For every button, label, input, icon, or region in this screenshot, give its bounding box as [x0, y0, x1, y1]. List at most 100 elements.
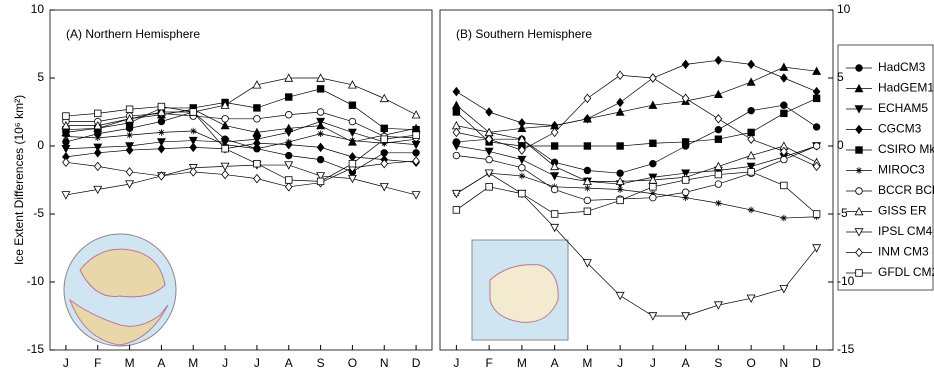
x-tick-label: D [412, 356, 421, 370]
y-tick-label: 10 [837, 2, 851, 16]
legend-label: HadGEM1 [878, 81, 934, 95]
y-tick-label: -10 [27, 274, 45, 288]
x-tick-label: A [157, 356, 165, 370]
point [222, 145, 229, 152]
x-tick-label: J [63, 356, 69, 370]
legend-label: INM CM3 [878, 245, 929, 259]
point [781, 110, 788, 117]
point [519, 164, 526, 171]
x-tick-label: A [551, 356, 559, 370]
point [486, 184, 493, 191]
antarctic-map [472, 240, 568, 340]
point [551, 211, 558, 218]
point [453, 152, 460, 159]
arctic-map [64, 234, 176, 346]
point [158, 118, 165, 125]
x-tick-label: J [254, 356, 260, 370]
legend-label: CSIRO Mk3 [878, 142, 934, 156]
y-tick-label: 0 [837, 138, 844, 152]
point [781, 156, 788, 163]
y-tick-label: -10 [837, 274, 855, 288]
y-tick-label: -5 [837, 206, 848, 220]
point [617, 197, 624, 204]
point [317, 178, 324, 185]
point [317, 109, 324, 116]
y-tick-label: -15 [837, 342, 855, 356]
panel-title: (B) Southern Hemisphere [456, 27, 592, 41]
x-tick-label: S [714, 356, 722, 370]
legend-marker [856, 188, 863, 195]
point [813, 95, 820, 102]
point [584, 208, 591, 215]
point [94, 110, 101, 117]
x-tick-label: J [617, 356, 623, 370]
point [682, 189, 689, 196]
y-tick-label: 5 [837, 70, 844, 84]
point [285, 177, 292, 184]
point [381, 136, 388, 143]
point [254, 160, 261, 167]
point [551, 186, 558, 193]
point [813, 124, 820, 131]
x-tick-label: M [517, 356, 527, 370]
point [413, 150, 420, 157]
y-tick-label: 0 [37, 138, 44, 152]
point [813, 211, 820, 218]
point [317, 156, 324, 163]
chart: Ice Extent Differences (10⁶ km²) (A) Nor… [0, 0, 934, 374]
y-tick-label: -5 [33, 206, 44, 220]
point [551, 143, 558, 150]
x-tick-label: M [188, 356, 198, 370]
point [617, 143, 624, 150]
y-tick-label: 10 [31, 2, 45, 16]
legend-label: ECHAM5 [878, 101, 928, 115]
x-tick-label: N [780, 356, 789, 370]
point [519, 190, 526, 197]
x-tick-label: O [348, 356, 357, 370]
point [650, 160, 657, 167]
point [190, 109, 197, 116]
point [349, 118, 356, 125]
point [715, 181, 722, 188]
legend-label: CGCM3 [878, 122, 922, 136]
point [715, 126, 722, 133]
point [381, 125, 388, 132]
legend-label: MIROC3 [878, 163, 925, 177]
legend-label: IPSL CM4 [878, 224, 933, 238]
legend-marker [856, 65, 863, 72]
point [222, 116, 229, 123]
point [584, 167, 591, 174]
point [682, 139, 689, 146]
point [254, 105, 261, 112]
legend-marker [856, 147, 863, 154]
point [317, 86, 324, 93]
x-tick-label: F [485, 356, 492, 370]
point [584, 197, 591, 204]
point [349, 160, 356, 167]
point [254, 116, 261, 123]
panel-title: (A) Northern Hemisphere [66, 27, 200, 41]
x-tick-label: J [453, 356, 459, 370]
point [413, 132, 420, 139]
point [715, 171, 722, 178]
y-tick-label: -15 [27, 342, 45, 356]
point [682, 177, 689, 184]
point [453, 207, 460, 214]
point [453, 109, 460, 116]
x-tick-label: M [582, 356, 592, 370]
x-tick-label: S [317, 356, 325, 370]
point [715, 136, 722, 143]
point [650, 184, 657, 191]
x-tick-label: J [222, 356, 228, 370]
x-tick-label: N [380, 356, 389, 370]
x-tick-label: J [650, 356, 656, 370]
point [813, 143, 820, 150]
point [349, 102, 356, 109]
legend-label: GFDL CM2.1 [878, 265, 934, 279]
x-tick-label: O [746, 356, 755, 370]
legend-label: BCCR BCM2 [878, 183, 934, 197]
point [285, 152, 292, 159]
point [285, 111, 292, 118]
legend-marker [856, 270, 863, 277]
point [748, 107, 755, 114]
